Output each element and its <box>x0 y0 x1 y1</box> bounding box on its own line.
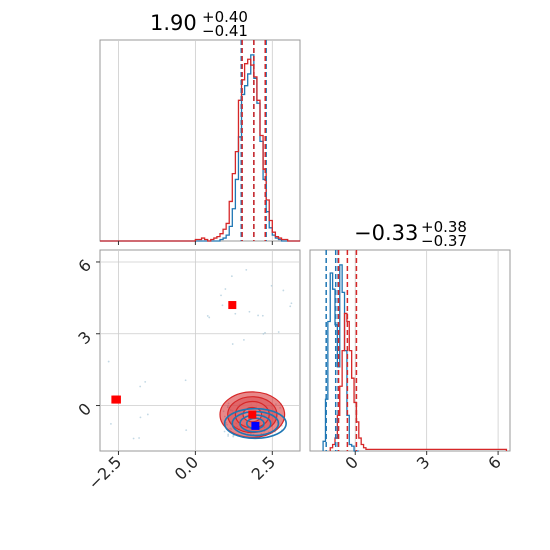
scatter-point <box>227 433 230 436</box>
panel-joint: −2.5 0.0 2.5 0 3 6 <box>74 249 301 493</box>
panel-marginal-y-title-minus: −0.37 <box>421 232 467 250</box>
scatter-point <box>270 284 273 287</box>
scatter-point <box>248 310 251 313</box>
y-tick-label: 0 <box>74 399 95 420</box>
panel-marginal-x-title: 1.90 <box>150 11 197 35</box>
scatter-point <box>208 316 211 319</box>
panel-marginal-x: 1.90 +0.40 −0.41 <box>99 8 301 245</box>
scatter-point <box>221 304 224 307</box>
scatter-point <box>232 435 235 438</box>
scatter-point <box>245 268 248 271</box>
scatter-point <box>139 416 142 419</box>
histogram-series-1 <box>100 58 300 242</box>
marker-square <box>111 395 120 404</box>
panel-marginal-y-quantiles <box>325 250 358 451</box>
scatter-point <box>290 302 293 305</box>
scatter-point <box>220 294 222 297</box>
scatter-point <box>107 360 110 363</box>
marker-square <box>248 410 257 419</box>
scatter-point <box>227 435 230 437</box>
panel-marginal-y: 0 3 6 −0.33 +0.38 −0.37 <box>309 218 511 473</box>
scatter-point <box>234 312 237 315</box>
panel-marginal-x-frame <box>99 39 301 242</box>
scatter-point <box>224 288 227 290</box>
x-tick-label: 6 <box>484 452 505 473</box>
scatter-point <box>184 379 187 382</box>
scatter-point <box>289 305 292 308</box>
contour-blue <box>223 407 287 440</box>
x-tick-label: 2.5 <box>248 452 279 483</box>
scatter-point <box>277 331 280 333</box>
scatter-point <box>261 314 264 317</box>
scatter-point <box>230 275 233 278</box>
scatter-point <box>132 437 135 440</box>
panel-marginal-x-ticks <box>117 241 273 245</box>
x-tick-label: 0 <box>341 452 362 473</box>
panel-marginal-y-grid <box>354 250 499 451</box>
panel-marginal-y-ticks: 0 3 6 <box>341 451 505 473</box>
scatter-point <box>206 315 209 317</box>
x-tick-label: 3 <box>413 452 434 473</box>
panel-marginal-y-title-plus: +0.38 <box>421 218 467 236</box>
x-tick-label: −2.5 <box>84 452 125 493</box>
scatter-point <box>264 331 266 334</box>
scatter-point <box>223 430 226 433</box>
scatter-point <box>231 343 234 345</box>
panel-marginal-x-grid <box>118 40 273 241</box>
scatter-point <box>243 339 245 341</box>
y-tick-label: 6 <box>74 256 95 277</box>
panel-marginal-x-quantiles <box>240 40 267 241</box>
panel-marginal-y-title: −0.33 <box>354 221 418 245</box>
x-tick-label: 0.0 <box>171 452 202 483</box>
panel-joint-markers <box>111 301 260 430</box>
panel-marginal-x-title-plus: +0.40 <box>202 8 248 26</box>
panel-marginal-x-histograms <box>100 54 300 242</box>
scatter-point <box>146 413 149 416</box>
scatter-point <box>185 429 188 432</box>
panel-marginal-x-title-minus: −0.41 <box>202 22 248 40</box>
marker-square <box>251 421 260 430</box>
scatter-point <box>110 422 112 425</box>
y-tick-label: 3 <box>74 327 95 348</box>
scatter-point <box>262 333 265 335</box>
scatter-point <box>282 289 285 292</box>
scatter-point <box>257 314 259 317</box>
marker-square <box>228 301 237 310</box>
scatter-point <box>138 437 140 439</box>
histogram-series-0 <box>322 264 359 452</box>
scatter-point <box>144 380 147 383</box>
scatter-point <box>139 385 142 388</box>
